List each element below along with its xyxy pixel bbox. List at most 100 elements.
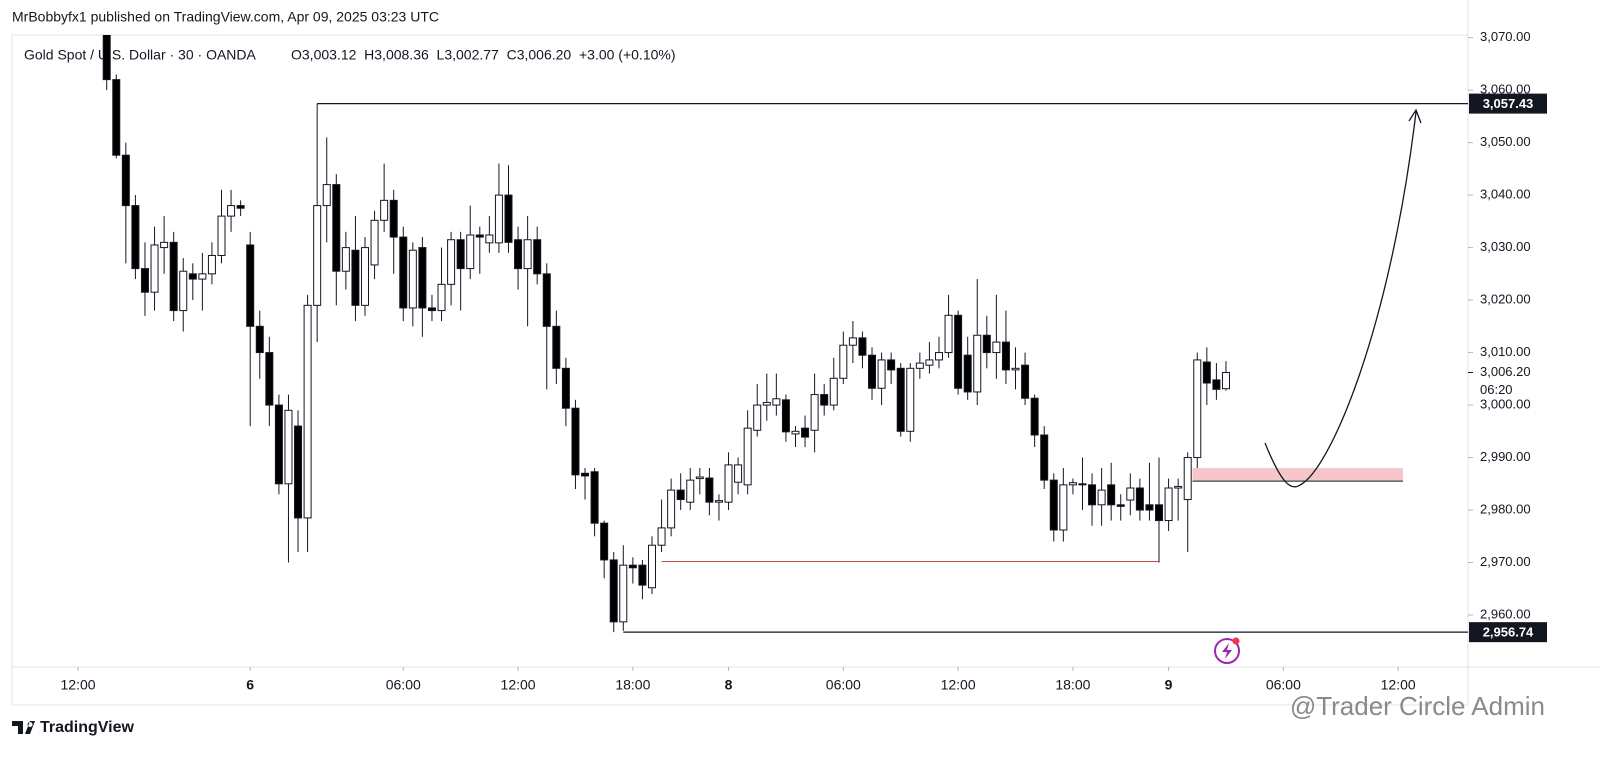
- candle-body: [753, 404, 762, 431]
- candle-body: [581, 472, 590, 477]
- candle-body: [322, 184, 331, 207]
- candle-body: [1059, 484, 1068, 531]
- candle-body: [140, 268, 149, 293]
- candle-body: [494, 194, 503, 244]
- candle-body: [198, 273, 207, 280]
- candle-body: [408, 249, 417, 309]
- published-note: MrBobbyfx1 published on TradingView.com,…: [12, 9, 439, 25]
- candle-body: [829, 377, 838, 406]
- ohlc-legend: O3,003.12 H3,008.36 L3,002.77 C3,006.20 …: [291, 47, 676, 63]
- lightning-icon: [1214, 637, 1240, 664]
- candle-body: [667, 489, 676, 529]
- x-tick-label: 6: [246, 677, 254, 693]
- level-label-box: [1469, 622, 1547, 643]
- candle-body: [552, 325, 561, 369]
- candle-body: [102, 35, 111, 81]
- candle-body: [389, 199, 398, 238]
- plot-area: [102, 35, 1403, 633]
- candle-body: [944, 314, 953, 354]
- candle-body: [523, 239, 532, 270]
- candle-body: [188, 273, 197, 280]
- candle-body: [1174, 485, 1183, 489]
- candle-body: [1001, 341, 1010, 371]
- candle-body: [714, 500, 723, 503]
- arrow-head: [1408, 108, 1422, 124]
- candle-body: [255, 325, 264, 354]
- candle-body: [169, 241, 178, 312]
- y-tick-label: 3,070.00: [1480, 29, 1531, 44]
- candle-body: [934, 352, 943, 361]
- candle-body: [1126, 487, 1135, 501]
- candle-body: [734, 464, 743, 483]
- candle-body: [628, 564, 637, 569]
- candle-body: [313, 205, 322, 306]
- candle-body: [514, 239, 523, 270]
- candle-body: [1212, 379, 1221, 390]
- candle-body: [982, 334, 991, 354]
- candle-body: [332, 184, 341, 272]
- candle-body: [1145, 504, 1154, 511]
- candle-body: [1135, 487, 1144, 511]
- candle-body: [1030, 397, 1039, 436]
- candle-body: [217, 215, 226, 256]
- candle-body: [360, 247, 369, 306]
- candle-body: [466, 234, 475, 270]
- candle-body: [705, 477, 714, 503]
- candle-body: [1097, 489, 1106, 506]
- y-tick-label: 3,050.00: [1480, 134, 1531, 149]
- candle-body: [619, 564, 628, 623]
- y-tick-label: 3,020.00: [1480, 292, 1531, 307]
- candle-body: [179, 270, 188, 312]
- candle-body: [121, 154, 130, 207]
- candle-body: [294, 425, 303, 519]
- candle-body: [906, 367, 915, 432]
- y-tick-label: 2,960.00: [1480, 606, 1531, 621]
- y-tick-label: 2,990.00: [1480, 449, 1531, 464]
- candle-body: [370, 219, 379, 266]
- candle-body: [609, 559, 618, 623]
- candle-body: [772, 398, 781, 406]
- x-tick-label: 12:00: [501, 677, 536, 693]
- candle-body: [638, 564, 647, 586]
- watermark: @Trader Circle Admin: [1290, 691, 1545, 721]
- candle-body: [475, 234, 484, 238]
- y-tick-label: 3,040.00: [1480, 187, 1531, 202]
- candle-body: [284, 409, 293, 485]
- candle-body: [858, 337, 867, 356]
- candle-body: [590, 471, 599, 524]
- candle-body: [1221, 372, 1230, 390]
- candle-body: [762, 401, 771, 406]
- y-tick-label: 3,060.00: [1480, 82, 1531, 97]
- candle-body: [571, 407, 580, 476]
- candle-body: [810, 394, 819, 431]
- candle-body: [227, 205, 236, 217]
- candle-body: [1193, 359, 1202, 459]
- candle-body: [427, 307, 436, 312]
- candle-body: [1040, 434, 1049, 481]
- x-tick-label: 12:00: [941, 677, 976, 693]
- candle-body: [533, 239, 542, 275]
- candle-body: [686, 479, 695, 503]
- candle-body: [1021, 364, 1030, 399]
- candle-body: [112, 79, 121, 156]
- candle-body: [801, 427, 810, 438]
- candle-body: [791, 430, 800, 435]
- candle-body: [160, 241, 169, 249]
- candle-body: [485, 234, 494, 244]
- candle-body: [1088, 484, 1097, 506]
- candle-body: [915, 362, 924, 369]
- candle-body: [877, 359, 886, 389]
- candle-body: [265, 352, 274, 406]
- symbol-legend: Gold Spot / U.S. Dollar · 30 · OANDA: [24, 47, 257, 63]
- candle-body: [399, 236, 408, 309]
- candle-body: [1116, 504, 1125, 507]
- candle-body: [351, 249, 360, 306]
- x-tick-label: 18:00: [615, 677, 650, 693]
- x-tick-label: 06:00: [1266, 677, 1301, 693]
- candle-body: [303, 304, 312, 519]
- supply-zone: [1192, 468, 1403, 482]
- candle-body: [925, 359, 934, 366]
- tradingview-logo: TradingView: [12, 719, 135, 736]
- x-tick-label: 12:00: [1381, 677, 1416, 693]
